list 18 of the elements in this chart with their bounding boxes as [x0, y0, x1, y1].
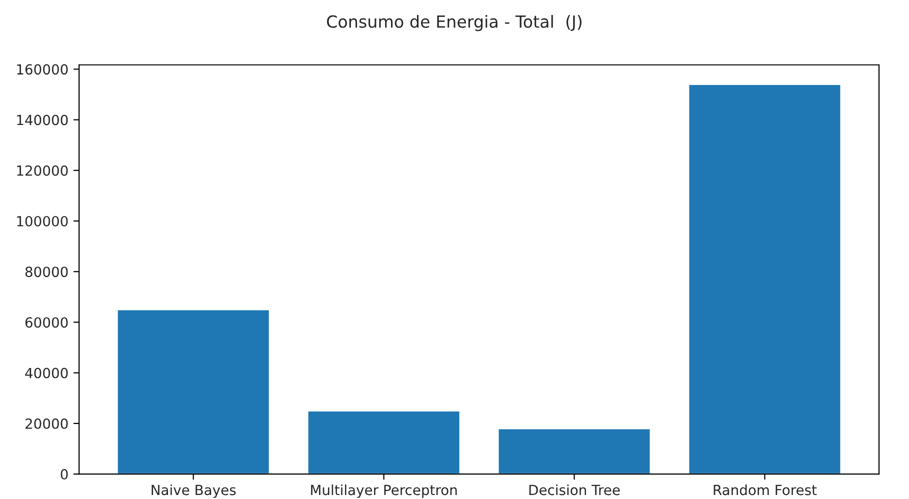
y-tick-label: 120000 — [17, 165, 68, 176]
bar — [116, 308, 270, 474]
chart-title: Consumo de Energia - Total (J) — [326, 14, 582, 32]
bar — [306, 410, 461, 474]
y-tick-label: 160000 — [17, 64, 68, 75]
x-tick-label: Random Forest — [714, 484, 817, 496]
x-tick-label: Decision Tree — [529, 484, 620, 496]
y-tick-label: 40000 — [25, 368, 68, 378]
bar — [497, 428, 652, 474]
x-tick-label: Naive Bayes — [152, 484, 236, 498]
bar — [688, 84, 842, 474]
y-tick-label: 0 — [60, 469, 68, 480]
y-tick-label: 20000 — [26, 418, 68, 429]
y-tick-label: 100000 — [17, 216, 68, 226]
x-tick-label: Multilayer Perceptron — [311, 484, 457, 498]
y-tick-label: 80000 — [25, 266, 68, 278]
y-tick-label: 140000 — [17, 114, 68, 126]
y-tick-label: 60000 — [25, 317, 68, 328]
